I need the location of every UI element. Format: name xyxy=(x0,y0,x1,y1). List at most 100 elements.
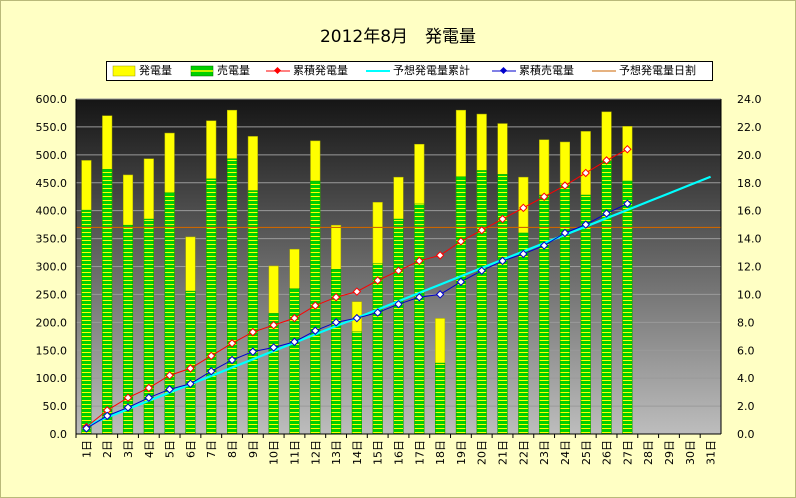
series-marker xyxy=(311,301,320,310)
series-marker xyxy=(269,343,278,352)
y-right-tick-label: 10.0 xyxy=(737,288,762,301)
y-right-tick-label: 16.0 xyxy=(737,205,762,218)
y-right-tick-label: 24.0 xyxy=(737,93,762,106)
series-marker xyxy=(82,424,91,433)
x-tick-label: 19日 xyxy=(455,440,468,465)
x-tick-label: 22日 xyxy=(517,440,530,465)
lines xyxy=(76,145,721,433)
series-marker xyxy=(477,266,486,275)
bar-sales xyxy=(206,178,217,435)
bar-sales xyxy=(289,288,300,435)
legend-swatch-forecast-cumulative xyxy=(366,70,390,72)
x-tick-label: 16日 xyxy=(393,440,406,465)
series-marker xyxy=(498,256,507,266)
bar-sales xyxy=(455,176,466,435)
bar-sales xyxy=(518,232,529,435)
x-tick-label: 9日 xyxy=(247,440,260,458)
y-right-tick-label: 18.0 xyxy=(737,177,762,190)
x-tick-label: 29日 xyxy=(663,440,676,465)
bar-sales xyxy=(164,191,175,435)
y-left-tick-label: 350.0 xyxy=(36,233,68,246)
series-marker xyxy=(602,156,611,165)
series-marker xyxy=(435,251,445,260)
chart-title: 2012年8月 発電量 xyxy=(319,27,477,47)
series-marker xyxy=(581,220,591,229)
legend-label-cumulative-generation: 累積発電量 xyxy=(293,64,348,77)
x-tick-label: 21日 xyxy=(497,440,510,465)
x-tick-label: 5日 xyxy=(164,440,177,458)
x-tick-label: 23日 xyxy=(538,440,551,465)
series-marker xyxy=(123,403,133,412)
series-marker xyxy=(456,237,466,246)
x-tick-label: 4日 xyxy=(143,440,156,458)
legend-label-generation: 発電量 xyxy=(139,64,172,77)
series-marker xyxy=(519,203,528,213)
bar-sales xyxy=(351,331,362,435)
series-marker xyxy=(144,383,154,393)
legend-label-cumulative-sales: 累積売電量 xyxy=(519,64,574,77)
bar-sales xyxy=(393,218,404,435)
bar-sales xyxy=(497,174,508,435)
y-right-tick-label: 14.0 xyxy=(737,233,762,246)
series-marker xyxy=(623,145,632,154)
x-tick-label: 20日 xyxy=(476,440,489,465)
x-tick-label: 3日 xyxy=(122,440,135,458)
legend-swatch-cumulative-generation xyxy=(266,66,290,75)
x-tick-label: 27日 xyxy=(621,440,634,465)
y-right-tick-label: 20.0 xyxy=(737,149,762,162)
y-right-tick-label: 8.0 xyxy=(737,316,755,329)
series-marker xyxy=(623,199,632,208)
series-marker xyxy=(165,371,174,380)
series-marker xyxy=(227,339,237,348)
series-marker xyxy=(477,225,486,235)
y-right-tick-label: 4.0 xyxy=(737,372,755,385)
bar-sales xyxy=(185,290,196,435)
x-tick-label: 26日 xyxy=(601,440,614,465)
x-tick-label: 11日 xyxy=(288,440,301,465)
y-left-tick-label: 200.0 xyxy=(36,316,68,329)
x-tick-label: 30日 xyxy=(684,440,697,465)
series-marker xyxy=(248,327,258,337)
bar-sales xyxy=(268,313,279,435)
y-left-tick-label: 250.0 xyxy=(36,288,68,301)
series-marker xyxy=(102,411,112,421)
series-marker xyxy=(186,379,195,388)
tick-labels: 0.0 50.0 100.0 150.0 200.0 250.0 300.0 350.0 400… xyxy=(36,93,762,465)
bar-sales xyxy=(435,362,446,435)
y-left-tick-label: 0.0 xyxy=(50,428,68,441)
y-left-tick-label: 400.0 xyxy=(36,205,68,218)
y-right-tick-label: 22.0 xyxy=(737,121,762,134)
series-marker xyxy=(415,256,424,266)
legend-swatch-cumulative-sales xyxy=(492,66,516,75)
series-marker xyxy=(248,347,258,356)
y-left-tick-label: 550.0 xyxy=(36,121,68,134)
y-left-tick-label: 600.0 xyxy=(36,93,68,106)
series-marker xyxy=(539,192,549,201)
series-marker xyxy=(352,313,362,323)
x-tick-label: 28日 xyxy=(642,440,655,465)
bar-sales xyxy=(102,169,113,435)
x-tick-label: 18日 xyxy=(434,440,447,465)
y-left-tick-label: 450.0 xyxy=(36,177,68,190)
x-tick-label: 17日 xyxy=(413,440,426,465)
x-tick-label: 7日 xyxy=(205,440,218,458)
bar-sales xyxy=(539,194,550,435)
series-marker xyxy=(311,326,320,335)
y-right-tick-label: 6.0 xyxy=(737,344,755,357)
series-marker xyxy=(394,266,403,275)
x-tick-label: 31日 xyxy=(705,440,718,465)
bar-sales xyxy=(622,180,633,435)
x-tick-label: 25日 xyxy=(580,440,593,465)
series-marker xyxy=(581,168,591,178)
series-marker xyxy=(373,308,382,317)
legend-swatch-forecast-daily xyxy=(592,70,616,72)
series-marker xyxy=(602,209,611,218)
y-right-tick-label: 12.0 xyxy=(737,261,762,274)
legend-swatch-generation xyxy=(112,65,136,77)
y-left-tick-label: 300.0 xyxy=(36,261,68,274)
legend-label-sales: 売電量 xyxy=(217,64,250,77)
y-left-tick-label: 500.0 xyxy=(36,149,68,162)
bar-sales xyxy=(372,263,383,435)
x-tick-label: 24日 xyxy=(559,440,572,465)
